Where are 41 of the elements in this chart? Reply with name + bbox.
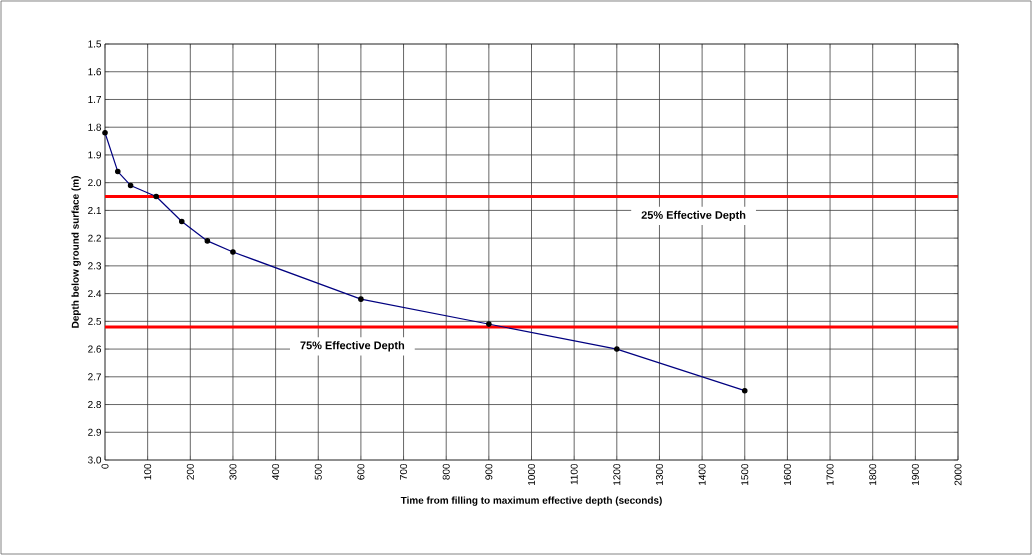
x-tick-label: 1400 — [698, 463, 706, 485]
y-tick-label: 2.5 — [88, 317, 102, 325]
x-tick-label: 2000 — [954, 463, 962, 486]
x-tick-label: 700 — [400, 463, 408, 480]
y-axis-title: Depth below ground surface (m) — [71, 176, 81, 328]
x-tick-label: 1300 — [655, 463, 663, 485]
y-tick-label: 2.2 — [88, 234, 101, 242]
x-tick-label: 1900 — [911, 463, 919, 485]
ref-line-label: 75% Effective Depth — [300, 341, 405, 352]
x-tick-label: 1000 — [527, 463, 536, 485]
y-tick-label: 1.8 — [88, 123, 102, 131]
y-tick-label: 2.0 — [88, 179, 102, 187]
x-tick-label: 1100 — [570, 463, 578, 485]
y-tick-label: 1.6 — [88, 68, 102, 76]
x-tick-label: 900 — [485, 463, 493, 480]
y-tick-label: 2.7 — [88, 373, 101, 381]
x-tick-label: 1600 — [783, 463, 791, 485]
y-tick-label: 2.1 — [88, 206, 101, 214]
x-tick-label: 200 — [186, 463, 194, 480]
x-tick-label: 1800 — [869, 463, 877, 485]
y-tick-label: 2.4 — [88, 290, 102, 298]
y-tick-label: 1.5 — [88, 40, 102, 48]
y-tick-label: 1.9 — [88, 151, 102, 159]
x-tick-label: 1500 — [741, 463, 749, 485]
x-tick-label: 0 — [101, 463, 109, 469]
ref-line-label: 25% Effective Depth — [641, 210, 746, 222]
x-axis-title: Time from filling to maximum effective depth (seconds) — [400, 496, 662, 506]
x-tick-label: 1200 — [613, 463, 621, 485]
y-tick-label: 2.3 — [88, 262, 102, 270]
y-tick-label: 2.8 — [88, 401, 102, 409]
x-tick-label: 100 — [144, 463, 152, 480]
x-tick-label: 600 — [357, 463, 365, 480]
x-tick-label: 1700 — [826, 463, 834, 485]
x-tick-label: 500 — [314, 463, 322, 480]
y-tick-label: 2.6 — [88, 345, 102, 353]
y-tick-label: 3.0 — [88, 456, 102, 464]
y-tick-label: 1.7 — [88, 96, 101, 103]
x-tick-label: 300 — [229, 463, 237, 480]
x-tick-label: 800 — [442, 463, 450, 480]
y-tick-label: 2.9 — [88, 428, 102, 436]
x-tick-label: 400 — [272, 463, 280, 480]
